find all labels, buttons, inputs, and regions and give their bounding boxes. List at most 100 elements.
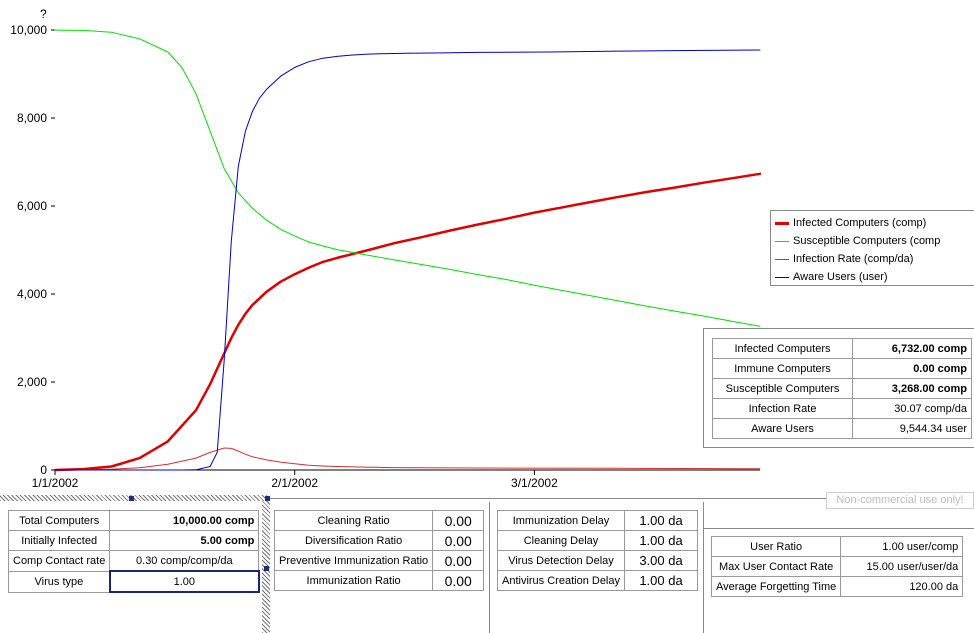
table-row: Antivirus Creation Delay 1.00 da bbox=[497, 570, 698, 591]
total-computers-value: 10,000.00 comp bbox=[109, 510, 260, 531]
table-row: Average Forgetting Time 120.00 da bbox=[710, 576, 964, 597]
legend-label: Aware Users (user) bbox=[793, 271, 888, 283]
table-row: Total Computers 10,000.00 comp bbox=[7, 510, 260, 531]
y-tick-label: 8,000 bbox=[17, 111, 47, 125]
splitter-handle[interactable] bbox=[264, 566, 269, 571]
x-axis-ticks: 1/1/2002 2/1/2002 3/1/2002 bbox=[32, 470, 558, 490]
table-row: Diversification Ratio 0.00 bbox=[273, 530, 485, 551]
series-line-susceptible-computers-comp bbox=[54, 29, 761, 327]
y-tick-label: 0 bbox=[40, 463, 47, 477]
immunization-ratio-value[interactable]: 0.00 bbox=[432, 570, 485, 591]
y-axis-ticks: 0 2,000 4,000 6,000 8,000 10,000 bbox=[10, 23, 55, 477]
user-ratio-label: User Ratio bbox=[710, 536, 842, 557]
y-tick-label: 6,000 bbox=[17, 199, 47, 213]
series-line-infected-computers-comp bbox=[53, 172, 762, 472]
virus-type-label: Virus type bbox=[7, 570, 111, 593]
y-axis-label: ? bbox=[40, 7, 47, 21]
result-value: 3,268.00 comp bbox=[852, 378, 972, 399]
average-forgetting-time-label: Average Forgetting Time bbox=[710, 576, 842, 597]
legend-item-infection-rate: Infection Rate (comp/da) bbox=[775, 250, 974, 268]
legend-item-infected-computers: Infected Computers (comp) bbox=[775, 214, 974, 232]
table-row: Preventive Immunization Ratio 0.00 bbox=[273, 550, 485, 571]
result-label: Susceptible Computers bbox=[712, 378, 853, 399]
series-lines bbox=[53, 29, 762, 472]
legend-item-aware-users: Aware Users (user) bbox=[775, 268, 974, 285]
pane-splitter-horizontal[interactable] bbox=[0, 495, 270, 501]
max-user-contact-rate-label: Max User Contact Rate bbox=[710, 556, 842, 577]
preventive-immunization-ratio-label: Preventive Immunization Ratio bbox=[273, 550, 434, 571]
initially-infected-value: 5.00 comp bbox=[109, 530, 260, 551]
legend-swatch bbox=[775, 276, 789, 278]
results-table: Infected Computers 6,732.00 comp Immune … bbox=[703, 328, 974, 448]
table-row: Cleaning Delay 1.00 da bbox=[497, 530, 698, 551]
chart-legend: Infected Computers (comp) Susceptible Co… bbox=[770, 210, 974, 286]
user-ratio-value[interactable]: 1.00 user/comp bbox=[840, 536, 964, 557]
diversification-ratio-value[interactable]: 0.00 bbox=[432, 530, 485, 551]
table-row: Max User Contact Rate 15.00 user/user/da bbox=[710, 556, 964, 577]
table-row: Comp Contact rate 0.30 comp/comp/da bbox=[7, 550, 260, 572]
series-line-infection-rate-comp-da bbox=[54, 447, 761, 471]
antivirus-creation-delay-label: Antivirus Creation Delay bbox=[497, 570, 625, 591]
table-row: Immune Computers 0.00 comp bbox=[712, 358, 972, 379]
table-row: Virus type 1.00 bbox=[7, 570, 260, 593]
result-value: 9,544.34 user bbox=[852, 418, 972, 439]
comp-contact-rate-value: 0.30 comp/comp/da bbox=[109, 550, 260, 572]
table-row: Immunization Delay 1.00 da bbox=[497, 510, 698, 531]
immunization-delay-value[interactable]: 1.00 da bbox=[624, 510, 698, 531]
y-tick-label: 10,000 bbox=[10, 23, 47, 37]
y-tick-label: 4,000 bbox=[17, 287, 47, 301]
antivirus-creation-delay-value[interactable]: 1.00 da bbox=[624, 570, 698, 591]
table-row: Immunization Ratio 0.00 bbox=[273, 570, 485, 591]
total-computers-label: Total Computers bbox=[7, 510, 111, 531]
initially-infected-label: Initially Infected bbox=[7, 530, 111, 551]
preventive-immunization-ratio-value[interactable]: 0.00 bbox=[432, 550, 485, 571]
result-label: Infected Computers bbox=[712, 338, 853, 359]
legend-item-susceptible-computers: Susceptible Computers (comp bbox=[775, 232, 974, 250]
x-tick-label: 3/1/2002 bbox=[511, 476, 558, 490]
y-tick-label: 2,000 bbox=[17, 375, 47, 389]
legend-label: Susceptible Computers (comp bbox=[793, 235, 941, 247]
max-user-contact-rate-value[interactable]: 15.00 user/user/da bbox=[840, 556, 964, 577]
divider bbox=[704, 528, 974, 529]
delays-panel: Immunization Delay 1.00 da Cleaning Dela… bbox=[497, 510, 698, 591]
watermark-label: Non-commercial use only! bbox=[826, 492, 974, 509]
cleaning-ratio-value[interactable]: 0.00 bbox=[432, 510, 485, 531]
cleaning-ratio-label: Cleaning Ratio bbox=[273, 510, 434, 531]
splitter-handle[interactable] bbox=[129, 496, 134, 501]
table-row: Cleaning Ratio 0.00 bbox=[273, 510, 485, 531]
x-tick-label: 1/1/2002 bbox=[32, 476, 79, 490]
immunization-delay-label: Immunization Delay bbox=[497, 510, 625, 531]
virus-detection-delay-label: Virus Detection Delay bbox=[497, 550, 625, 571]
result-label: Aware Users bbox=[712, 418, 853, 439]
virus-detection-delay-value[interactable]: 3.00 da bbox=[624, 550, 698, 571]
result-label: Immune Computers bbox=[712, 358, 853, 379]
cleaning-delay-value[interactable]: 1.00 da bbox=[624, 530, 698, 551]
splitter-handle[interactable] bbox=[265, 496, 270, 501]
legend-label: Infected Computers (comp) bbox=[793, 217, 927, 229]
result-value: 0.00 comp bbox=[852, 358, 972, 379]
table-row: Initially Infected 5.00 comp bbox=[7, 530, 260, 551]
result-value: 30.07 comp/da bbox=[852, 398, 972, 419]
cleaning-delay-label: Cleaning Delay bbox=[497, 530, 625, 551]
model-parameters-panel: Total Computers 10,000.00 comp Initially… bbox=[7, 510, 260, 593]
legend-swatch bbox=[775, 221, 789, 225]
user-parameters-panel: User Ratio 1.00 user/comp Max User Conta… bbox=[710, 536, 964, 597]
divider bbox=[489, 502, 490, 633]
divider bbox=[270, 498, 826, 499]
divider bbox=[703, 502, 704, 633]
legend-swatch bbox=[775, 258, 789, 260]
result-label: Infection Rate bbox=[712, 398, 853, 419]
ratios-panel: Cleaning Ratio 0.00 Diversification Rati… bbox=[273, 510, 485, 591]
table-row: Aware Users 9,544.34 user bbox=[712, 418, 972, 439]
line-chart: ? 0 2,000 4,000 6,000 8,000 10,000 1/1/2002 2/… bbox=[10, 7, 762, 490]
table-row: Infection Rate 30.07 comp/da bbox=[712, 398, 972, 419]
table-row: Susceptible Computers 3,268.00 comp bbox=[712, 378, 972, 399]
legend-label: Infection Rate (comp/da) bbox=[793, 253, 914, 265]
x-tick-label: 2/1/2002 bbox=[271, 476, 318, 490]
table-row: User Ratio 1.00 user/comp bbox=[710, 536, 964, 557]
diversification-ratio-label: Diversification Ratio bbox=[273, 530, 434, 551]
average-forgetting-time-value[interactable]: 120.00 da bbox=[840, 576, 964, 597]
table-row: Infected Computers 6,732.00 comp bbox=[712, 338, 972, 359]
virus-type-input[interactable]: 1.00 bbox=[108, 570, 260, 593]
result-value: 6,732.00 comp bbox=[852, 338, 972, 359]
